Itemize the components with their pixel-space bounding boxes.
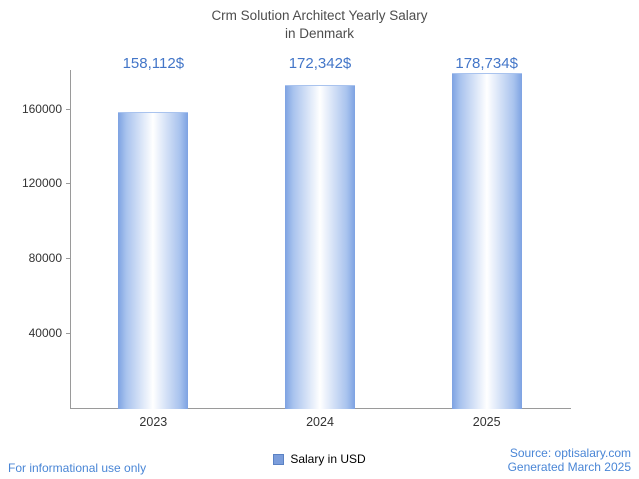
y-tick-mark (66, 333, 70, 334)
bar (285, 85, 355, 409)
y-tick-label: 120000 (21, 176, 62, 191)
bar-value-label: 178,734$ (455, 55, 518, 72)
chart-title: Crm Solution Architect Yearly Salary in … (0, 7, 639, 43)
x-tick-label: 2023 (139, 415, 168, 429)
y-tick-label: 80000 (28, 251, 62, 266)
legend-swatch-icon (273, 453, 285, 465)
legend-label: Salary in USD (290, 452, 366, 466)
chart-title-line1: Crm Solution Architect Yearly Salary (211, 8, 428, 23)
source-text: Source: optisalary.com (509, 446, 631, 460)
y-tick-label: 160000 (21, 101, 62, 116)
generated-text: Generated March 2025 (507, 460, 631, 474)
y-tick-mark (66, 258, 70, 259)
x-tick-label: 2024 (306, 415, 334, 429)
y-tick-mark (66, 183, 70, 184)
disclaimer-text: For informational use only (8, 461, 147, 475)
x-tick-label: 2025 (472, 415, 501, 429)
chart-title-line2: in Denmark (284, 26, 355, 41)
y-tick-label: 40000 (28, 326, 62, 341)
bar (451, 73, 522, 409)
legend: Salary in USD (0, 452, 639, 466)
bar (118, 112, 189, 409)
source-block: Source: optisalary.com Generated March 2… (508, 446, 631, 474)
y-tick-mark (66, 109, 70, 110)
bar-value-label: 172,342$ (288, 55, 352, 72)
bar-value-label: 158,112$ (122, 55, 185, 72)
